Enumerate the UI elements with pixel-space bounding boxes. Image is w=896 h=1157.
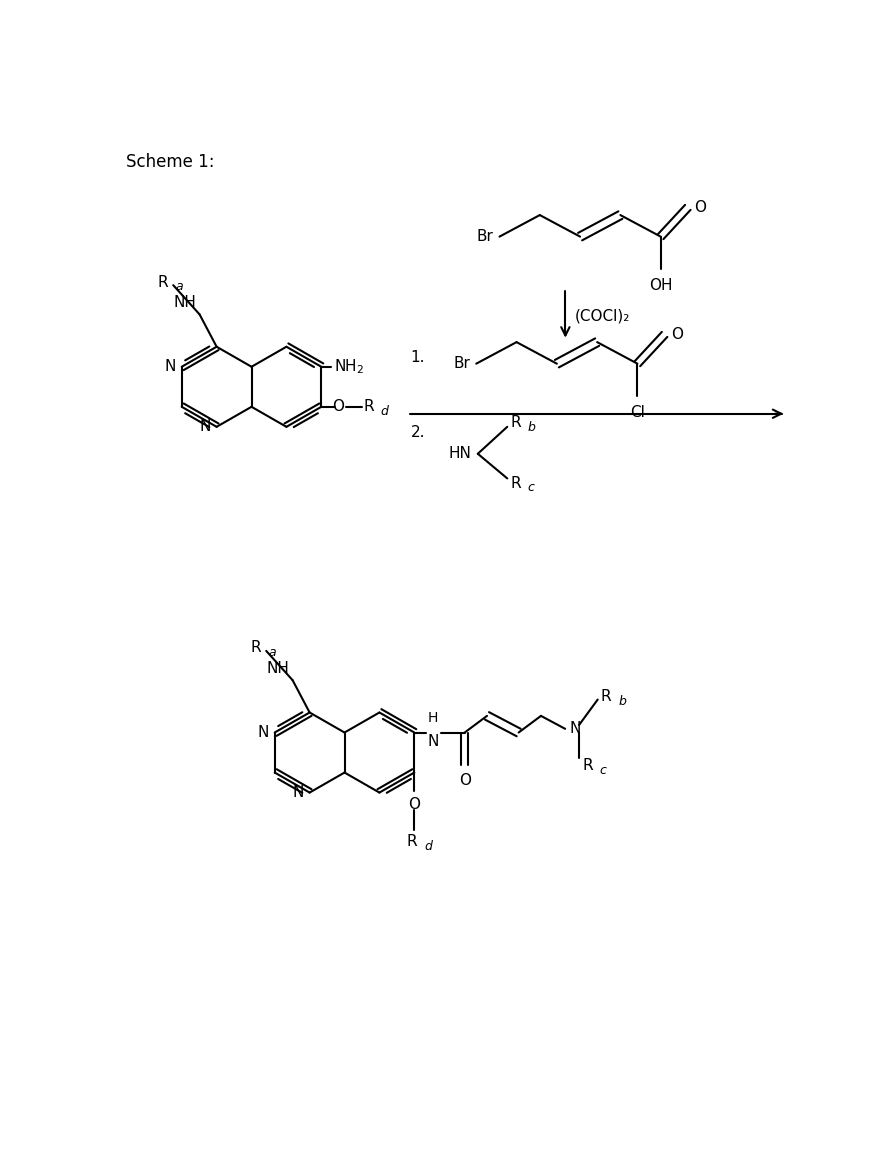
Text: N: N bbox=[257, 725, 269, 740]
Text: $\mathit{b}$: $\mathit{b}$ bbox=[618, 694, 627, 708]
Text: N: N bbox=[569, 721, 581, 736]
Text: 2.: 2. bbox=[410, 426, 425, 441]
Text: $\mathit{d}$: $\mathit{d}$ bbox=[380, 405, 391, 419]
Text: Cl: Cl bbox=[630, 405, 645, 420]
Text: Scheme 1:: Scheme 1: bbox=[126, 154, 214, 171]
Text: R: R bbox=[158, 274, 168, 289]
Text: O: O bbox=[671, 327, 683, 342]
Text: $\mathit{d}$: $\mathit{d}$ bbox=[424, 840, 434, 854]
Text: R: R bbox=[407, 834, 418, 849]
Text: (COCl)₂: (COCl)₂ bbox=[574, 308, 630, 323]
Text: $\mathit{a}$: $\mathit{a}$ bbox=[268, 646, 277, 659]
Text: R: R bbox=[511, 414, 521, 429]
Text: NH: NH bbox=[267, 661, 289, 676]
Text: H: H bbox=[427, 710, 438, 724]
Text: R: R bbox=[582, 758, 593, 773]
Text: N: N bbox=[292, 786, 304, 801]
Text: Br: Br bbox=[453, 356, 470, 371]
Text: $\mathit{c}$: $\mathit{c}$ bbox=[528, 481, 536, 494]
Text: $\mathit{a}$: $\mathit{a}$ bbox=[175, 280, 184, 293]
Text: N: N bbox=[164, 360, 176, 374]
Text: N: N bbox=[427, 734, 439, 749]
Text: R: R bbox=[601, 688, 611, 703]
Text: O: O bbox=[332, 399, 344, 414]
Text: O: O bbox=[694, 200, 706, 215]
Text: OH: OH bbox=[649, 278, 673, 293]
Text: $\mathit{c}$: $\mathit{c}$ bbox=[599, 764, 608, 776]
Text: N: N bbox=[199, 419, 211, 434]
Text: R: R bbox=[251, 640, 262, 655]
Text: NH$_2$: NH$_2$ bbox=[333, 358, 364, 376]
Text: $\mathit{b}$: $\mathit{b}$ bbox=[528, 420, 537, 434]
Text: Br: Br bbox=[477, 229, 494, 244]
Text: NH: NH bbox=[174, 295, 196, 310]
Text: 1.: 1. bbox=[410, 351, 425, 364]
Text: O: O bbox=[409, 797, 420, 812]
Text: HN: HN bbox=[449, 447, 471, 462]
Text: R: R bbox=[363, 399, 374, 414]
Text: R: R bbox=[511, 476, 521, 491]
Text: O: O bbox=[459, 773, 470, 788]
